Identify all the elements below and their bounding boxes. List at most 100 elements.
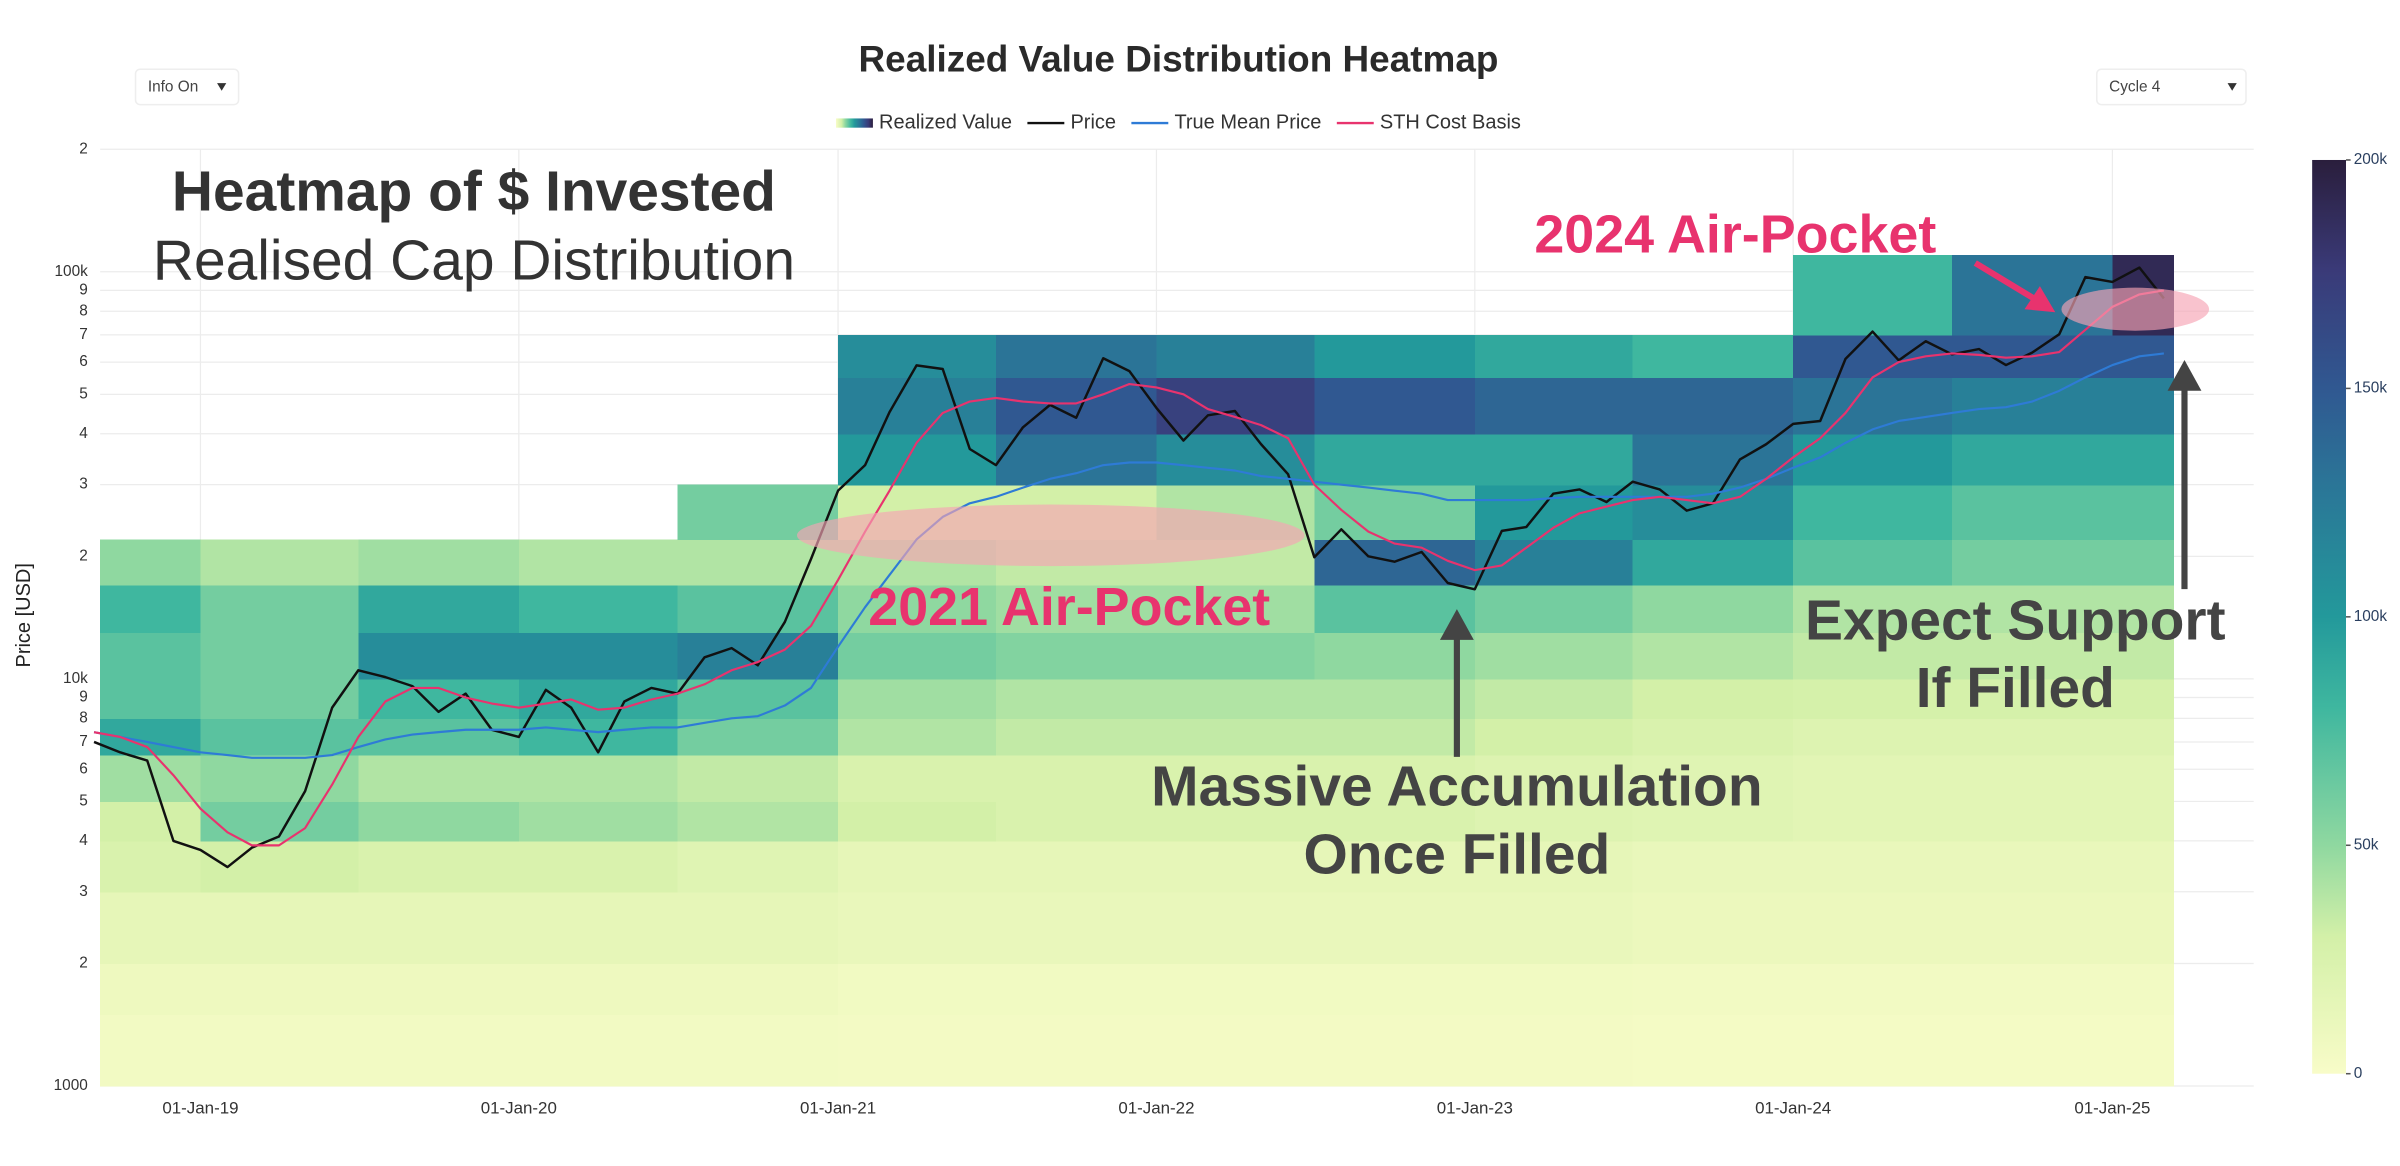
heatmap-cell xyxy=(1474,891,1634,965)
dropdown-box[interactable] xyxy=(134,68,240,106)
y-tick-label: 7 xyxy=(79,326,88,343)
annotation: Realised Cap Distribution xyxy=(153,229,795,293)
heatmap-cell xyxy=(838,891,997,965)
y-tick-label: 3 xyxy=(79,476,88,493)
heatmap-cell xyxy=(995,840,1158,893)
heatmap-cell xyxy=(995,801,1158,842)
heatmap-cell xyxy=(100,840,202,893)
heatmap-cell xyxy=(1632,963,1794,1015)
heatmap-cell xyxy=(1951,963,2114,1015)
info-dropdown[interactable]: Info On xyxy=(134,68,240,106)
cycle-dropdown[interactable]: Cycle 4 xyxy=(2096,68,2247,106)
legend-label: STH Cost Basis xyxy=(1380,111,1521,133)
heatmap-cell xyxy=(838,1014,997,1087)
y-tick-label: 8 xyxy=(79,302,88,319)
heatmap-cell xyxy=(1951,891,2114,965)
heatmap-cell xyxy=(1793,632,1953,680)
y-tick-label: 2 xyxy=(79,547,88,564)
heatmap-cell xyxy=(358,755,520,803)
x-tick-label: 01-Jan-19 xyxy=(162,1099,238,1118)
heatmap-cell xyxy=(358,632,520,680)
x-tick-label: 01-Jan-21 xyxy=(800,1099,876,1118)
dropdown-label[interactable]: Cycle 4 xyxy=(2109,79,2161,96)
heatmap-cell xyxy=(1793,585,1953,634)
heatmap-cell xyxy=(1314,433,1476,486)
heatmap-cell xyxy=(1474,539,1634,586)
heatmap-cell xyxy=(100,632,202,680)
dropdown-arrow[interactable] xyxy=(2227,83,2237,91)
heatmap-cell xyxy=(1632,585,1794,634)
heatmap-cell xyxy=(995,963,1158,1015)
annotation: Expect Support xyxy=(1805,589,2226,653)
arrow xyxy=(1973,260,2036,302)
y-tick-label: 7 xyxy=(79,733,88,750)
y-tick-label: 1000 xyxy=(54,1077,88,1094)
heatmap-cell xyxy=(1793,433,1953,486)
heatmap-cell xyxy=(1632,801,1794,842)
heatmap-cell xyxy=(1314,678,1476,719)
heatmap-cell xyxy=(2112,755,2175,803)
x-tick-label: 01-Jan-23 xyxy=(1437,1099,1513,1118)
legend-label: Realized Value xyxy=(879,111,1012,133)
series-line xyxy=(93,352,2164,759)
x-tick-label: 01-Jan-24 xyxy=(1755,1099,1831,1118)
heatmap-cell xyxy=(2112,377,2175,435)
heatmap-cell xyxy=(1951,433,2114,486)
heatmap-cell xyxy=(518,963,679,1015)
heatmap-cell xyxy=(1156,1014,1315,1087)
arrow-head xyxy=(1439,609,1474,640)
heatmap-cell xyxy=(1793,801,1953,842)
heatmap-cell xyxy=(995,632,1158,680)
heatmap-cell xyxy=(677,891,839,965)
heatmap-cell xyxy=(995,377,1158,435)
heatmap-cell xyxy=(100,891,202,965)
heatmap-cell xyxy=(1474,377,1634,435)
heatmap-cell xyxy=(1474,840,1634,893)
heatmap-cell xyxy=(1793,718,1953,756)
heatmap-cell xyxy=(995,334,1158,379)
heatmap-cell xyxy=(1793,963,1953,1015)
heatmap-cell xyxy=(1793,840,1953,893)
heatmap-cell xyxy=(100,963,202,1015)
series-line xyxy=(93,289,2165,847)
heatmap-cell xyxy=(1632,334,1794,379)
heatmap-cell xyxy=(1951,755,2114,803)
heatmap-cell xyxy=(100,678,202,719)
heatmap-cell xyxy=(677,840,839,893)
heatmap-cell xyxy=(1474,801,1634,842)
chart-title: Realized Value Distribution Heatmap xyxy=(859,38,1499,79)
heatmap xyxy=(100,254,2175,1087)
heatmap-cell xyxy=(1632,377,1794,435)
colorbar-tick-label: 50k xyxy=(2354,836,2379,853)
y-tick-label: 5 xyxy=(79,793,88,810)
heatmap-cell xyxy=(358,585,520,634)
heatmap-cell xyxy=(677,539,839,586)
heatmap-cell xyxy=(358,539,520,586)
heatmap-cell xyxy=(838,334,997,379)
heatmap-cell xyxy=(1474,433,1634,486)
heatmap-cell xyxy=(1156,632,1315,680)
heatmap-cell xyxy=(1793,539,1953,586)
dropdown-box[interactable] xyxy=(2096,68,2247,106)
lines xyxy=(93,266,2165,869)
heatmap-cell xyxy=(518,891,679,965)
heatmap-cell xyxy=(1474,755,1634,803)
heatmap-cell xyxy=(677,755,839,803)
heatmap-cell xyxy=(838,377,997,435)
heatmap-cell xyxy=(1951,632,2114,680)
heatmap-cell xyxy=(1156,334,1315,379)
heatmap-cell xyxy=(995,755,1158,803)
y-tick-label: 5 xyxy=(79,385,88,402)
colorbar-scale xyxy=(2312,159,2347,1074)
dropdown-arrow[interactable] xyxy=(217,83,227,91)
heatmap-cell xyxy=(1474,963,1634,1015)
heatmap-cell xyxy=(1156,678,1315,719)
heatmap-cell xyxy=(1314,377,1476,435)
y-tick-label: 9 xyxy=(79,689,88,706)
dropdown-label[interactable]: Info On xyxy=(148,79,198,96)
y-tick-label: 100k xyxy=(54,263,88,280)
heatmap-cell xyxy=(1632,539,1794,586)
heatmap-cell xyxy=(1314,801,1476,842)
heatmap-cell xyxy=(1632,1014,1794,1087)
heatmap-cell xyxy=(2112,678,2175,719)
